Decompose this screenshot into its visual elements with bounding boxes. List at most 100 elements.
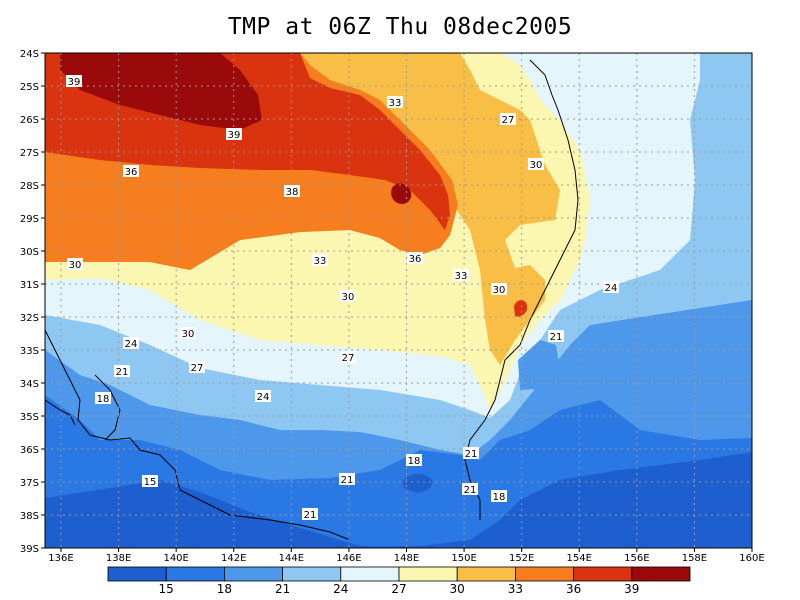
colorbar-label: 30 [450,582,465,596]
lon-axis: 136E 138E 140E 142E 144E 146E 148E 150E 152E 154E… [48,548,765,564]
contour-label: 24 [603,281,619,294]
colorbar-label: 36 [566,582,581,596]
lon-tick-label: 144E [279,553,304,564]
contour-label: 39 [66,75,82,88]
colorbar-label: 39 [624,582,639,596]
contour-label-text: 21 [465,449,478,460]
lat-tick-label: 37S [20,478,39,489]
lat-tick-label: 27S [20,148,39,159]
contour-label: 33 [312,254,328,267]
contour-label: 21 [339,473,355,486]
colorbar-swatch [165,566,225,582]
contour-label: 27 [340,351,356,364]
contour-label: 38 [284,185,300,198]
band-21-spot [518,340,560,390]
contour-label-text: 15 [144,477,157,488]
filled-contours [45,53,752,548]
contour-label-text: 30 [69,260,82,271]
lat-tick-label: 30S [20,247,39,258]
contour-label: 33 [453,269,469,282]
band-39-top [60,53,262,130]
contour-label: 18 [406,454,422,467]
colorbar-swatch [107,566,167,582]
contour-label-text: 21 [116,367,129,378]
colorbar: 15 18 21 24 27 30 33 36 39 [107,566,691,596]
lon-tick-label: 146E [336,553,361,564]
contour-label-text: 36 [409,254,422,265]
colorbar-swatch [223,566,283,582]
colorbar-label: 27 [391,582,406,596]
lat-tick-label: 28S [20,181,39,192]
lat-tick-label: 29S [20,214,39,225]
colorbar-swatch [282,566,342,582]
band-15-spot [402,474,433,493]
contour-label: 30 [340,290,356,303]
contour-label-text: 30 [530,160,543,171]
lon-tick-label: 154E [567,553,592,564]
lon-tick-label: 156E [624,553,649,564]
contour-label: 30 [491,283,507,296]
lon-tick-label: 142E [221,553,246,564]
contour-label-text: 36 [125,167,138,178]
contour-label: 30 [180,327,196,340]
lat-tick-label: 25S [20,82,39,93]
contour-label-text: 27 [502,115,515,126]
lat-tick-label: 34S [20,379,39,390]
colorbar-label: 24 [333,582,348,596]
contour-label: 21 [114,365,130,378]
contour-label-text: 18 [408,456,421,467]
colorbar-label: 18 [217,582,232,596]
colorbar-swatch [340,566,400,582]
lon-tick-label: 158E [682,553,707,564]
contour-label: 27 [500,113,516,126]
contour-label-text: 39 [68,77,81,88]
lat-tick-label: 24S [20,49,39,60]
colorbar-swatch [573,566,633,582]
lon-tick-label: 136E [48,553,73,564]
contour-label: 30 [67,258,83,271]
lon-tick-label: 150E [451,553,476,564]
colorbar-swatch [398,566,458,582]
contour-label-text: 30 [493,285,506,296]
contour-label-text: 24 [257,392,270,403]
contour-label: 21 [463,447,479,460]
contour-label-text: 33 [455,271,468,282]
contour-label: 27 [189,361,205,374]
contour-label-text: 27 [342,353,355,364]
contour-label-text: 24 [125,339,138,350]
contour-label-text: 30 [182,329,195,340]
contour-label: 24 [123,337,139,350]
map-frame [44,52,753,549]
contour-label: 39 [226,128,242,141]
contour-label-text: 21 [464,485,477,496]
contour-label-text: 21 [304,510,317,521]
lat-tick-label: 36S [20,445,39,456]
contour-label: 30 [528,158,544,171]
contour-label: 18 [491,490,507,503]
lat-tick-label: 33S [20,346,39,357]
contour-label-text: 21 [341,475,354,486]
contour-label-text: 24 [605,283,618,294]
contour-label: 21 [462,483,478,496]
lon-tick-label: 148E [394,553,419,564]
lat-axis: 24S 25S 26S 27S 28S 29S 30S 31S 32S 33S 34S 35S 36S 3… [20,49,45,555]
contour-label-text: 38 [286,187,299,198]
contour-label-text: 33 [314,256,327,267]
contour-label: 21 [548,330,564,343]
contour-label: 24 [255,390,271,403]
contour-label: 36 [407,252,423,265]
contour-label-text: 39 [228,130,241,141]
contour-label: 33 [387,96,403,109]
contour-label-text: 30 [342,292,355,303]
colorbar-label: 15 [159,582,174,596]
lat-tick-label: 26S [20,115,39,126]
map-title: TMP at 06Z Thu 08dec2005 [227,14,573,40]
colorbar-label: 21 [275,582,290,596]
contour-label-text: 18 [97,394,110,405]
contour-label-text: 27 [191,363,204,374]
colorbar-swatch [515,566,575,582]
colorbar-swatch [631,566,691,582]
lat-tick-label: 31S [20,280,39,291]
lon-tick-label: 140E [163,553,188,564]
